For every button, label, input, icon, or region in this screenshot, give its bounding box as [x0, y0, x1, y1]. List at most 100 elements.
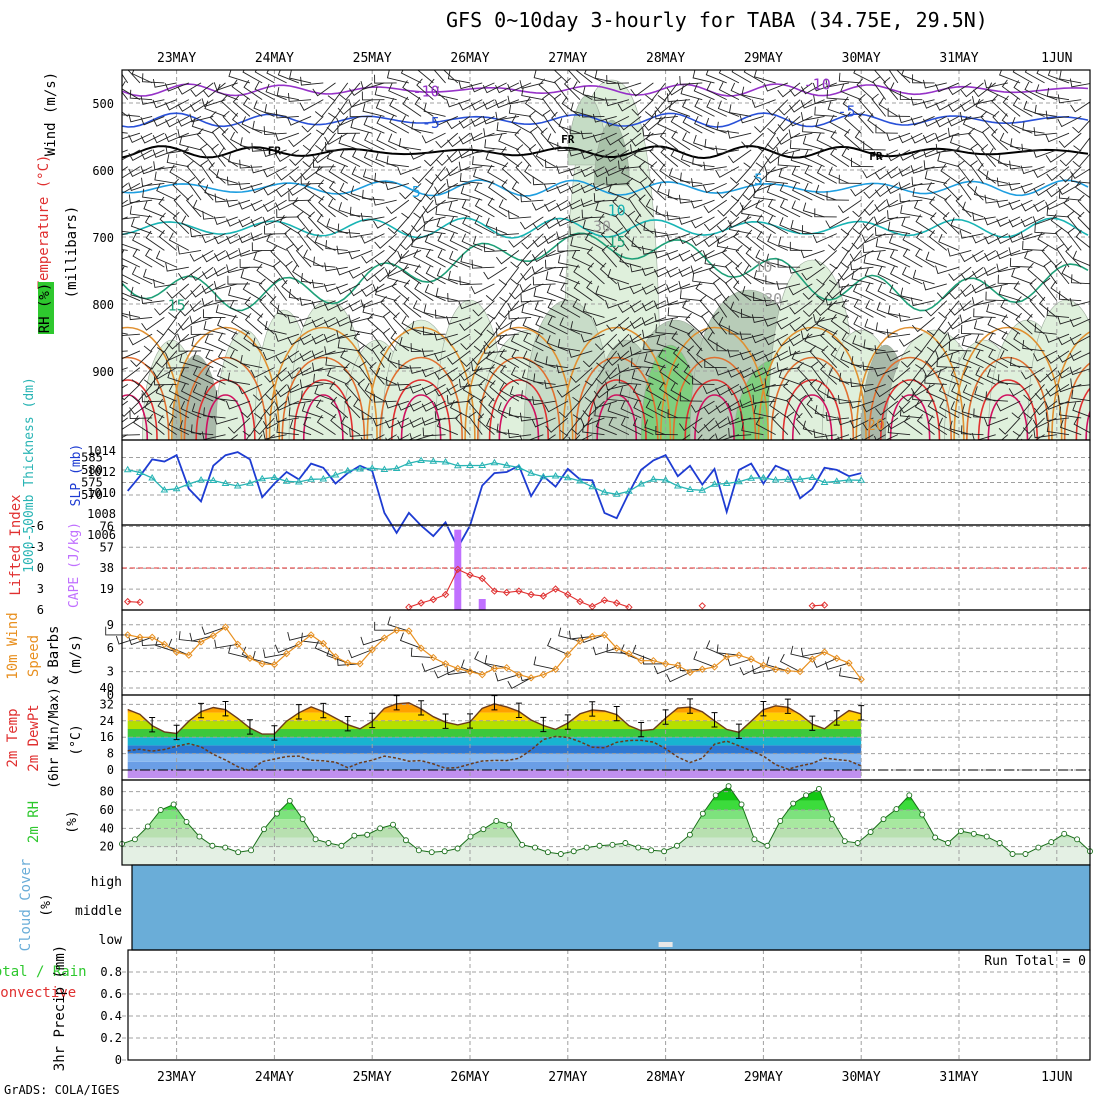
- wind-barb: [485, 417, 507, 436]
- wind-barb: [433, 115, 458, 126]
- wind-speed-marker: [429, 653, 438, 662]
- wind-barb: [250, 232, 275, 241]
- wind-barb: [716, 216, 740, 233]
- wind-barb: [580, 634, 605, 644]
- wind-barb: [727, 384, 752, 396]
- wind-barb: [935, 116, 960, 128]
- wind-barb: [1045, 333, 1070, 343]
- wind-barb: [691, 178, 715, 187]
- wind-barb: [569, 367, 593, 384]
- wind-barb: [766, 132, 789, 151]
- wind-barb: [459, 172, 483, 184]
- wind-barb: [627, 210, 642, 234]
- wind-barb: [398, 138, 422, 151]
- wind-barb: [887, 424, 911, 436]
- wind-barb: [612, 195, 630, 218]
- wind-barb: [336, 656, 361, 666]
- wind-barb: [250, 367, 275, 379]
- wind-barb: [712, 311, 728, 335]
- wind-barb: [178, 631, 202, 643]
- rh-marker: [983, 833, 990, 840]
- wind-barb: [140, 96, 165, 105]
- wind-barb: [225, 400, 251, 410]
- wind-barb: [325, 240, 348, 251]
- wind-barb: [1045, 412, 1070, 422]
- wind-barb: [367, 312, 385, 335]
- wind-barb: [289, 166, 312, 183]
- wind-barb: [179, 283, 202, 300]
- wind-barb: [276, 304, 299, 318]
- wind-barb: [1056, 243, 1070, 268]
- wind-barb: [337, 125, 360, 134]
- wind-barb: [122, 367, 141, 382]
- wind-barb: [556, 165, 581, 175]
- wind-barb: [948, 266, 972, 282]
- cloud-background: [132, 865, 1090, 950]
- wind-barb: [155, 350, 177, 369]
- wind-barb: [559, 317, 581, 335]
- wind-barb: [991, 128, 1009, 151]
- wind-barb: [657, 183, 679, 201]
- wind-barb: [509, 320, 532, 335]
- panel-frame: [127, 949, 1091, 1061]
- date-label: 26MAY: [450, 1070, 489, 1085]
- wind-barb: [605, 381, 630, 391]
- wind-barb: [798, 394, 813, 419]
- wind-speed-marker: [857, 675, 865, 684]
- wind-barb: [227, 153, 251, 168]
- wind-barb: [877, 266, 899, 285]
- wind-barb: [221, 128, 239, 151]
- wind-barb: [326, 116, 349, 134]
- wind-speed-marker: [478, 671, 486, 679]
- wind-barb: [296, 210, 312, 234]
- wind-barb: [141, 295, 165, 304]
- wind-barb: [213, 415, 238, 425]
- wind-barb: [508, 104, 532, 117]
- wind-speed-marker: [380, 634, 389, 642]
- wind-barb: [458, 161, 483, 171]
- wind-barb: [122, 384, 141, 401]
- wind-barb: [262, 148, 287, 158]
- wind-barb: [810, 361, 825, 385]
- wind-barb: [886, 166, 911, 179]
- precip-axis-label: 3hr Precip (mm): [52, 945, 68, 1071]
- pressure-tick: 500: [92, 97, 114, 111]
- wind-barb: [1071, 274, 1090, 285]
- wind-barb: [1034, 384, 1058, 401]
- wind-barb: [645, 82, 666, 101]
- wind-barb: [275, 109, 299, 119]
- wind-barb: [582, 303, 605, 318]
- wind-barb: [653, 300, 678, 310]
- wind-barb: [122, 312, 141, 318]
- wind-barb: [538, 78, 556, 100]
- wind-barb: [209, 111, 226, 134]
- wind-barb: [815, 118, 837, 134]
- date-label: 24MAY: [255, 51, 294, 66]
- wind-barb: [132, 248, 153, 268]
- wind-barb: [398, 359, 422, 369]
- cape-axis-label: CAPE (J/kg): [67, 522, 82, 608]
- wind-barb: [580, 333, 605, 343]
- thickness-marker: [551, 472, 560, 479]
- wind-barb: [980, 110, 997, 134]
- wind-barb: [217, 349, 238, 369]
- wind-barb: [494, 99, 520, 109]
- date-label: 28MAY: [646, 1070, 685, 1085]
- wind-barb: [521, 250, 544, 267]
- wind-barb: [186, 160, 202, 184]
- wind-barb: [1020, 165, 1045, 175]
- bottom-date-axis: 23MAY 24MAY 25MAY 26MAY 27MAY 28MAY 29MAY 30MAY…: [157, 1070, 1072, 1085]
- wind-barb: [1008, 384, 1033, 397]
- wind-barb: [938, 417, 960, 436]
- wind-barb: [826, 389, 850, 402]
- thickness-marker: [649, 475, 658, 482]
- slp-tick: 1006: [87, 528, 116, 542]
- rh-marker: [170, 801, 177, 808]
- wind-barb: [705, 70, 727, 84]
- thickness-marker: [845, 476, 853, 483]
- wind-barb: [926, 384, 947, 402]
- wind-barb: [122, 280, 128, 285]
- wind-barb: [657, 116, 679, 134]
- wind-barb: [544, 199, 569, 212]
- wind-barb: [259, 295, 275, 318]
